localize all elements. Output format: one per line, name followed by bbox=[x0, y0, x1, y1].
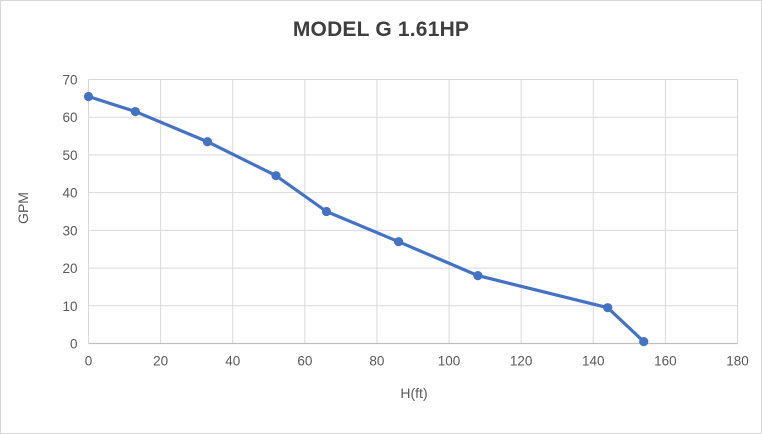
series-line bbox=[86, 94, 646, 344]
y-tick-label: 10 bbox=[62, 299, 77, 314]
y-tick-label: 20 bbox=[62, 261, 77, 276]
y-tick-label: 40 bbox=[62, 186, 77, 201]
y-tick-label: 0 bbox=[70, 337, 78, 352]
chart-title: MODEL G 1.61HP bbox=[292, 18, 470, 41]
data-point-marker bbox=[83, 91, 94, 102]
y-axis-title: GPM bbox=[15, 192, 31, 224]
data-point-marker bbox=[202, 137, 213, 147]
y-tick-label: 70 bbox=[62, 73, 77, 88]
data-point-marker bbox=[473, 271, 483, 281]
x-tick-label: 60 bbox=[297, 354, 312, 369]
data-point-marker bbox=[130, 106, 140, 117]
x-tick-label: 140 bbox=[582, 354, 605, 369]
y-tick-label: 30 bbox=[62, 223, 77, 238]
data-point-marker bbox=[271, 171, 281, 181]
x-tick-label: 160 bbox=[654, 354, 677, 369]
y-tick-label: 50 bbox=[62, 148, 77, 163]
x-axis-title: H(ft) bbox=[400, 385, 428, 401]
x-tick-label: 180 bbox=[726, 354, 749, 369]
data-point-marker bbox=[603, 303, 613, 313]
x-tick-label: 80 bbox=[369, 354, 384, 369]
x-tick-label: 120 bbox=[510, 354, 533, 369]
data-point-marker bbox=[321, 206, 332, 217]
data-point-marker bbox=[639, 337, 649, 347]
data-point-marker bbox=[393, 237, 404, 247]
x-tick-label: 100 bbox=[438, 354, 461, 369]
x-tick-label: 0 bbox=[85, 354, 93, 369]
x-tick-label: 40 bbox=[225, 354, 240, 369]
x-tick-label: 20 bbox=[153, 354, 168, 369]
y-tick-label: 60 bbox=[62, 110, 77, 125]
